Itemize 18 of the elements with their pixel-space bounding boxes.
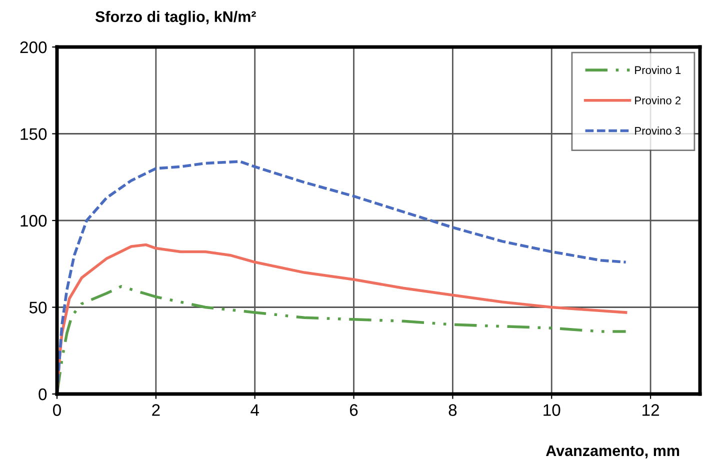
y-tick-label: 0 [38, 388, 47, 400]
y-tick-label: 50 [29, 302, 47, 314]
y-tick-label: 150 [20, 128, 47, 140]
x-tick-label: 2 [152, 404, 160, 416]
x-tick-label: 12 [642, 404, 659, 416]
x-tick-label: 8 [448, 404, 457, 416]
legend-label: Provino 2 [635, 96, 681, 104]
y-tick-label: 100 [20, 214, 47, 227]
x-tick-label: 4 [250, 404, 259, 416]
y-tick-label: 200 [20, 41, 47, 54]
legend-label: Provino 3 [635, 126, 681, 135]
line-series [57, 285, 628, 394]
x-axis-title: Avanzamento, mm [546, 445, 680, 458]
legend-label: Provino 1 [635, 66, 681, 74]
x-tick-label: 6 [350, 404, 358, 416]
y-axis-title: Sforzo di taglio, kN/m² [95, 10, 256, 26]
x-tick-label: 0 [53, 404, 61, 416]
x-tick-label: 10 [544, 404, 560, 416]
